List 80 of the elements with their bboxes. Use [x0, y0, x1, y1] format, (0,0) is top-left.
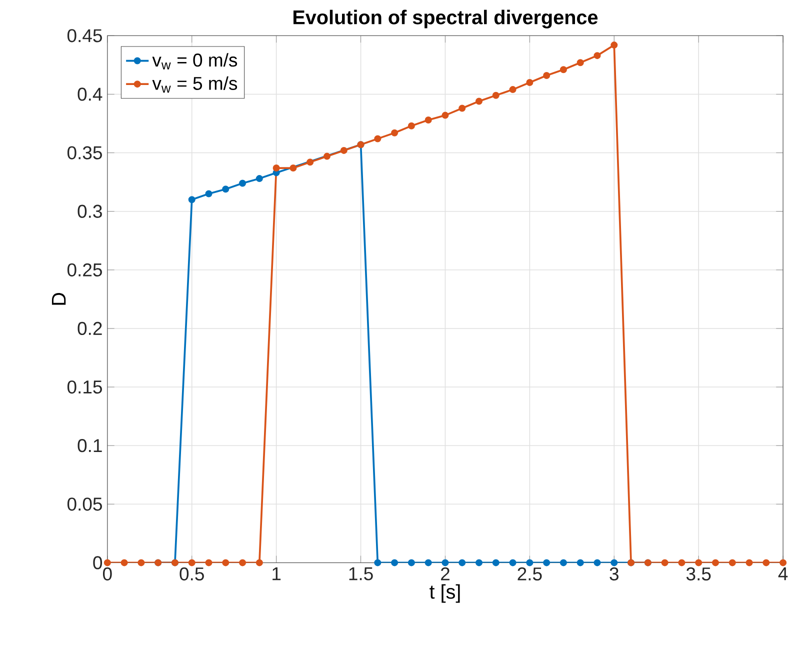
point: [408, 122, 415, 130]
point: [661, 559, 668, 566]
point: [222, 559, 230, 566]
point: [560, 559, 567, 566]
x-tick-label: 0.5: [180, 567, 204, 581]
point: [323, 152, 330, 160]
y-axis-title: D: [52, 293, 66, 305]
point: [290, 164, 297, 172]
point: [222, 186, 230, 193]
point: [746, 559, 753, 566]
point: [509, 86, 516, 94]
point: [239, 180, 246, 187]
point: [543, 559, 550, 566]
point: [424, 116, 432, 124]
point: [188, 559, 196, 566]
point: [780, 559, 787, 566]
point: [272, 164, 280, 172]
x-tick-label: 0: [102, 567, 112, 581]
point: [306, 158, 314, 166]
x-tick-label: 3.5: [686, 567, 711, 581]
point: [205, 559, 212, 566]
point: [526, 79, 534, 86]
y-tick-label: 0.15: [67, 380, 102, 394]
point: [610, 42, 618, 49]
x-tick-label: 1: [272, 567, 281, 580]
point: [424, 559, 432, 566]
x-tick-label: 3: [610, 567, 618, 581]
point: [560, 66, 567, 74]
y-tick-label: 0.05: [67, 498, 102, 511]
y-tick-label: 0: [93, 556, 102, 570]
y-tick-label: 0.45: [67, 29, 102, 42]
point: [458, 104, 466, 112]
y-tick-label: 0.25: [67, 263, 102, 276]
point: [576, 559, 584, 566]
point: [104, 559, 111, 566]
x-tick-label: 2.5: [518, 567, 542, 581]
point: [594, 559, 601, 566]
y-tick-label: 0.3: [78, 204, 102, 218]
point: [594, 52, 601, 60]
point: [138, 559, 145, 566]
y-tick-label: 0.1: [78, 439, 102, 452]
point: [442, 112, 449, 119]
point: [476, 98, 483, 105]
point: [374, 559, 382, 566]
point: [492, 559, 500, 566]
legend-label: v$_{w}$ = 5 m/s: [152, 76, 238, 93]
point: [188, 196, 196, 204]
point: [205, 190, 212, 198]
point: [492, 92, 500, 99]
point: [543, 72, 550, 80]
legend-label: v$_{w}$ = 0 m/s: [152, 53, 238, 70]
point: [340, 146, 348, 154]
x-tick-label: 1.5: [349, 567, 373, 580]
point: [408, 559, 415, 566]
point: [120, 559, 128, 566]
point: [762, 559, 770, 566]
point: [728, 559, 736, 566]
point: [509, 559, 516, 566]
point: [712, 559, 719, 566]
point: [442, 559, 449, 566]
point: [678, 559, 686, 566]
point: [695, 559, 702, 566]
y-tick-label: 0.35: [67, 146, 102, 160]
point: [476, 559, 483, 566]
y-tick-label: 0.2: [78, 322, 102, 336]
point: [610, 559, 618, 566]
x-tick-label: 2: [441, 567, 450, 580]
x-axis-title: t [s]: [430, 584, 460, 603]
point: [239, 559, 246, 566]
point: [391, 559, 398, 566]
point: [458, 559, 466, 566]
point: [256, 175, 263, 182]
point: [576, 59, 584, 66]
chart-title: Evolution of spectral divergence: [294, 10, 598, 28]
x-tick-label: 4: [778, 567, 788, 580]
point: [374, 135, 382, 142]
point: [526, 559, 534, 566]
point: [391, 129, 398, 136]
y-tick-label: 0.4: [78, 88, 102, 101]
point: [256, 559, 263, 566]
